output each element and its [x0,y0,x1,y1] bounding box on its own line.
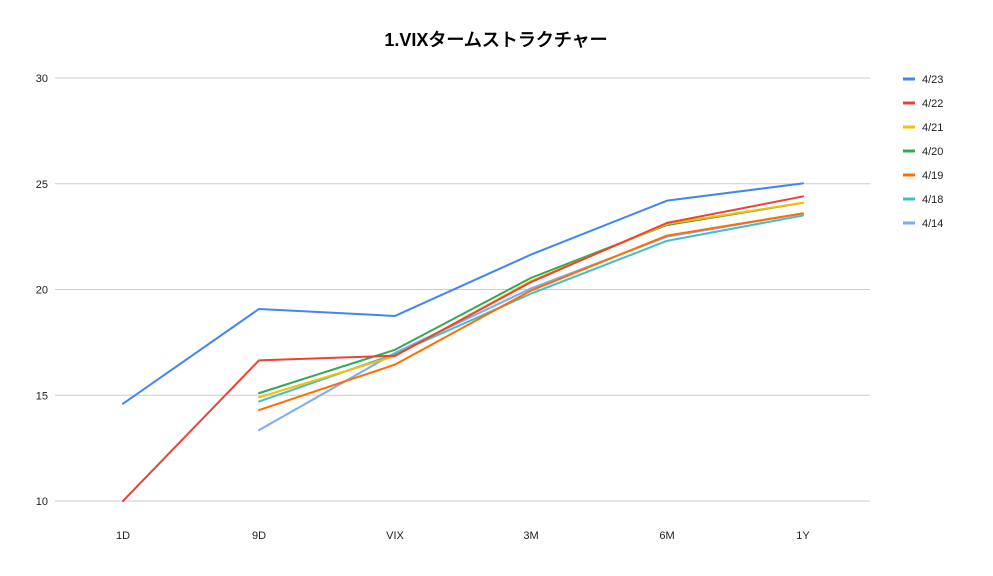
series-line-4-14 [258,212,804,432]
legend: 4/23 4/22 4/21 4/20 4/19 4/18 4/14 [903,74,943,230]
legend-item: 4/22 [903,98,943,110]
x-tick-label: VIX [386,530,404,542]
x-tick-label: 3M [523,530,538,542]
x-tick-label: 6M [659,530,674,542]
legend-item: 4/19 [903,170,943,182]
legend-item: 4/18 [903,194,943,206]
legend-label: 4/23 [922,74,943,86]
legend-label: 4/18 [922,194,943,206]
legend-label: 4/21 [922,122,943,134]
gridlines [55,77,870,502]
series-line-4-19 [258,212,804,412]
legend-item: 4/20 [903,146,943,158]
series-line-4-18 [258,214,804,403]
series-line-4-22 [122,195,804,502]
y-tick-label: 20 [36,285,48,297]
legend-label: 4/19 [922,170,943,182]
x-tick-label: 9D [252,530,266,542]
y-tick-label: 15 [36,390,48,402]
y-axis-ticks: 10 15 20 25 30 [36,73,48,508]
x-tick-label: 1D [116,530,130,542]
x-axis-ticks: 1D 9D VIX 3M 6M 1Y [116,530,810,542]
series-lines [122,182,804,502]
legend-label: 4/22 [922,98,943,110]
legend-label: 4/14 [922,218,943,230]
legend-label: 4/20 [922,146,943,158]
chart-title: 1.VIXタームストラクチャー [384,30,607,50]
series-line-4-21 [258,201,804,399]
x-tick-label: 1Y [796,530,810,542]
legend-item: 4/14 [903,218,943,230]
legend-item: 4/21 [903,122,943,134]
y-tick-label: 10 [36,496,48,508]
y-tick-label: 25 [36,179,48,191]
series-line-4-23 [122,182,804,405]
y-tick-label: 30 [36,73,48,85]
legend-item: 4/23 [903,74,943,86]
